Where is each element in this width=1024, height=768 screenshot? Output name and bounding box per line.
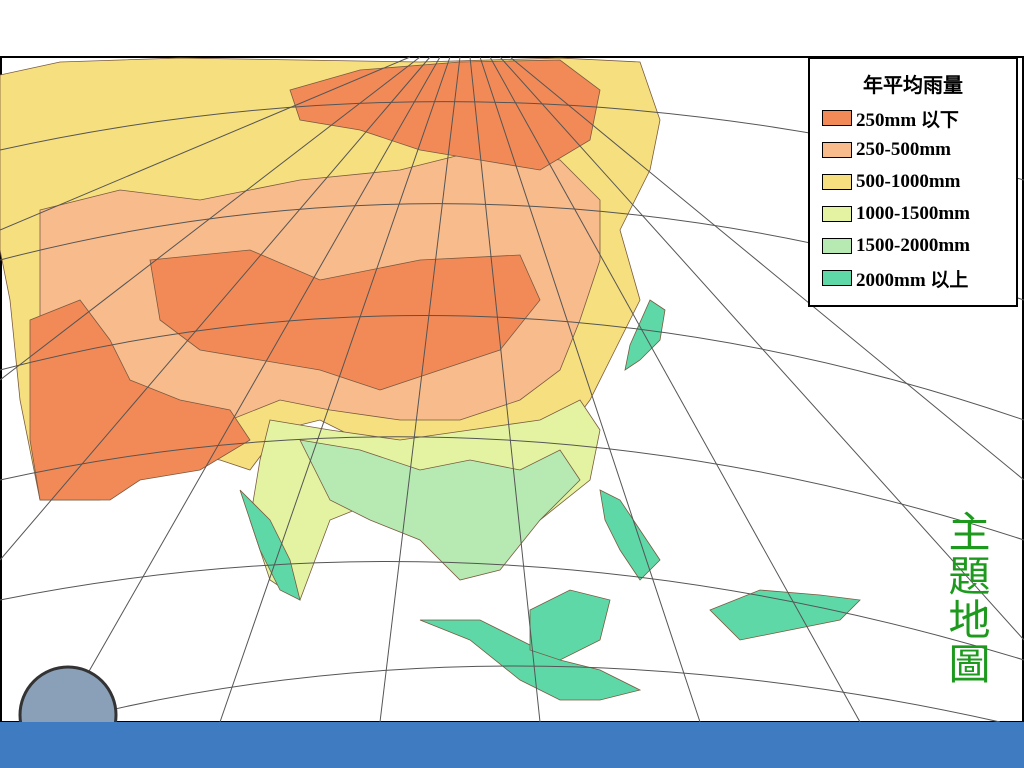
land-teal-borneo <box>529 589 611 661</box>
legend-label: 2000mm 以上 <box>856 269 969 291</box>
legend-swatch <box>822 206 852 222</box>
land-green <box>299 439 581 581</box>
legend-swatch <box>822 110 852 126</box>
legend-item: 1500-2000mm <box>810 230 1016 262</box>
legend: 年平均雨量 250mm 以下 250-500mm 500-1000mm 1000-15… <box>808 57 1018 307</box>
land-orange-central <box>149 249 541 391</box>
legend-label: 1500-2000mm <box>856 235 970 256</box>
legend-label: 250-500mm <box>856 139 951 160</box>
land-teal-newguinea <box>709 589 861 641</box>
legend-items: 250mm 以下 250-500mm 500-1000mm 1000-1500mm 15… <box>810 102 1016 294</box>
footer-bar <box>0 722 1024 768</box>
legend-item: 250-500mm <box>810 134 1016 166</box>
legend-item: 250mm 以下 <box>810 102 1016 134</box>
land-teal-india <box>239 489 301 601</box>
legend-title: 年平均雨量 <box>863 75 963 97</box>
legend-swatch <box>822 238 852 254</box>
land-teal-sea <box>419 619 642 701</box>
side-label: 主題地圖 <box>942 510 988 686</box>
legend-swatch <box>822 174 852 190</box>
legend-item: 1000-1500mm <box>810 198 1016 230</box>
legend-item: 500-1000mm <box>810 166 1016 198</box>
legend-label: 250mm 以下 <box>856 109 959 131</box>
land-orange-north <box>289 59 601 171</box>
legend-swatch <box>822 270 852 286</box>
legend-label: 500-1000mm <box>856 171 961 192</box>
legend-swatch <box>822 142 852 158</box>
legend-label: 1000-1500mm <box>856 203 970 224</box>
graticule <box>0 56 1024 723</box>
map-land <box>0 57 861 701</box>
legend-item: 2000mm 以上 <box>810 262 1016 294</box>
